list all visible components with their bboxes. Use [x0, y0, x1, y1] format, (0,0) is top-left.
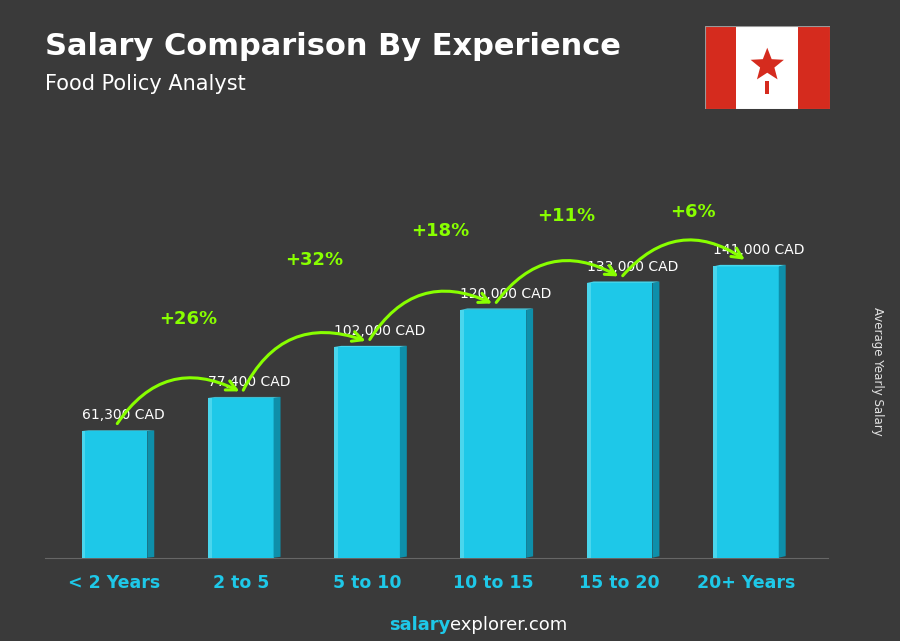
Bar	[82, 431, 148, 558]
Bar	[705, 26, 736, 109]
Polygon shape	[208, 397, 281, 398]
Polygon shape	[652, 281, 660, 558]
Text: 133,000 CAD: 133,000 CAD	[587, 260, 679, 274]
Polygon shape	[526, 308, 533, 558]
Bar	[461, 310, 526, 558]
Bar	[334, 347, 400, 558]
Polygon shape	[148, 430, 154, 558]
Bar	[587, 283, 590, 558]
Text: +6%: +6%	[670, 203, 716, 221]
Polygon shape	[400, 346, 407, 558]
Polygon shape	[587, 281, 660, 283]
Bar	[798, 26, 830, 109]
Bar	[82, 431, 86, 558]
Bar	[713, 267, 717, 558]
Bar	[208, 398, 211, 558]
Text: +18%: +18%	[411, 222, 470, 240]
Polygon shape	[713, 265, 786, 267]
Bar	[713, 267, 778, 558]
Bar	[587, 283, 652, 558]
Text: 120,000 CAD: 120,000 CAD	[461, 287, 552, 301]
Bar	[334, 347, 338, 558]
Text: Salary Comparison By Experience: Salary Comparison By Experience	[45, 32, 621, 61]
Text: 141,000 CAD: 141,000 CAD	[713, 243, 805, 257]
Text: salary: salary	[389, 616, 450, 634]
Bar	[208, 398, 274, 558]
Text: +26%: +26%	[158, 310, 217, 328]
Polygon shape	[274, 397, 281, 558]
Text: 102,000 CAD: 102,000 CAD	[334, 324, 426, 338]
Text: +32%: +32%	[285, 251, 343, 269]
Text: 61,300 CAD: 61,300 CAD	[82, 408, 165, 422]
Bar	[765, 81, 770, 94]
Polygon shape	[751, 47, 784, 79]
Text: Average Yearly Salary: Average Yearly Salary	[871, 308, 884, 436]
Polygon shape	[334, 346, 407, 347]
Text: +11%: +11%	[537, 207, 596, 225]
Text: Food Policy Analyst: Food Policy Analyst	[45, 74, 246, 94]
Polygon shape	[778, 265, 786, 558]
Bar	[461, 310, 464, 558]
Text: explorer.com: explorer.com	[450, 616, 567, 634]
Text: 77,400 CAD: 77,400 CAD	[208, 374, 291, 388]
Polygon shape	[461, 308, 533, 310]
Bar	[736, 26, 798, 109]
Polygon shape	[82, 430, 154, 431]
